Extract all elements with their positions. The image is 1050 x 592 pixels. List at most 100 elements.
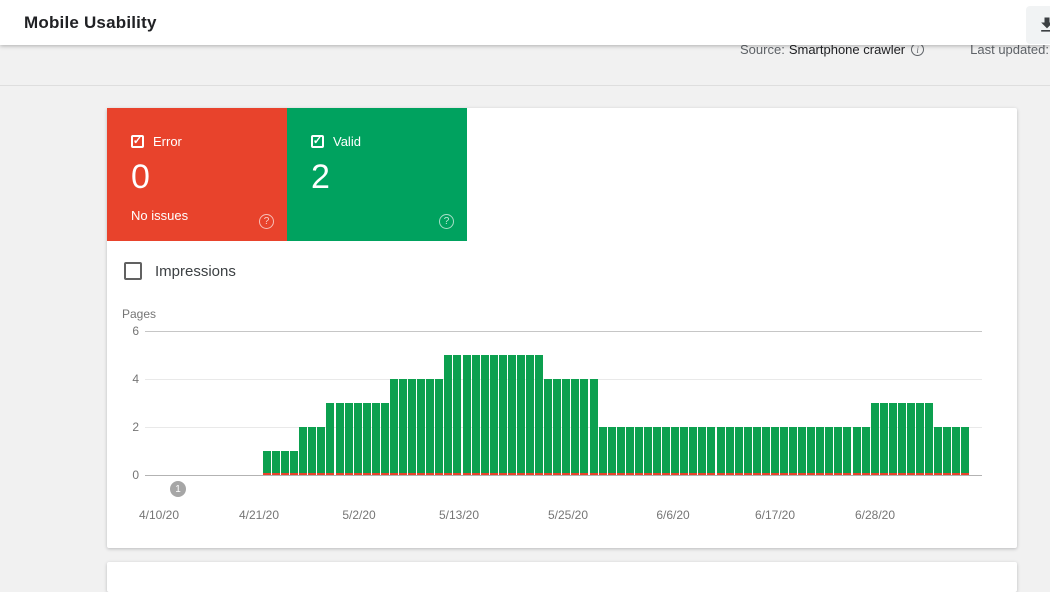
valid-status-card[interactable]: ✓ Valid 2 ? [287,108,467,241]
chart-bar[interactable] [499,355,507,475]
valid-bar-segment [435,379,443,473]
chart-bar[interactable] [426,379,434,475]
chart-bar[interactable] [299,427,307,475]
x-tick-label: 6/28/20 [854,508,896,522]
chart-bar[interactable] [617,427,625,475]
export-button[interactable] [1026,6,1050,44]
valid-bar-segment [635,427,643,473]
chart-bar[interactable] [653,427,661,475]
chart-bar[interactable] [807,427,815,475]
chart-bar[interactable] [662,427,670,475]
valid-bar-segment [263,451,271,473]
chart-bar[interactable] [771,427,779,475]
chart-bar[interactable] [272,451,280,475]
chart-bar[interactable] [871,403,879,475]
chart-bar[interactable] [508,355,516,475]
valid-bar-segment [499,355,507,473]
chart-bar[interactable] [907,403,915,475]
chart-bar[interactable] [435,379,443,475]
chart-bar[interactable] [644,427,652,475]
chart-bar[interactable] [345,403,353,475]
valid-bar-segment [689,427,697,473]
chart-bar[interactable] [934,427,942,475]
impressions-toggle[interactable]: Impressions [124,262,236,280]
chart-bar[interactable] [590,379,598,475]
chart-bar[interactable] [789,427,797,475]
chart-bar[interactable] [753,427,761,475]
chart-bar[interactable] [925,403,933,475]
chart-bar[interactable] [843,427,851,475]
chart-bar[interactable] [635,427,643,475]
chart-bar[interactable] [780,427,788,475]
chart-bar[interactable] [562,379,570,475]
chart-bar[interactable] [853,427,861,475]
chart-bar[interactable] [680,427,688,475]
chart-bar[interactable] [834,427,842,475]
chart-bar[interactable] [372,403,380,475]
chart-bar[interactable] [707,427,715,475]
chart-bar[interactable] [444,355,452,475]
chart-bar[interactable] [463,355,471,475]
chart-bar[interactable] [381,403,389,475]
chart-bar[interactable] [825,427,833,475]
chart-bar[interactable] [553,379,561,475]
valid-checkbox-icon[interactable]: ✓ [311,135,324,148]
chart-bar[interactable] [698,427,706,475]
chart-bar[interactable] [689,427,697,475]
y-tick-label: 2 [132,420,139,434]
chart-bar[interactable] [417,379,425,475]
error-checkbox-icon[interactable]: ✓ [131,135,144,148]
chart-bar[interactable] [526,355,534,475]
valid-bar-segment [590,379,598,473]
chart-bar[interactable] [336,403,344,475]
chart-bar[interactable] [889,403,897,475]
error-status-card[interactable]: ✓ Error 0 No issues ? [107,108,287,241]
chart-bar[interactable] [816,427,824,475]
chart-bar[interactable] [308,427,316,475]
chart-bar[interactable] [798,427,806,475]
chart-bar[interactable] [580,379,588,475]
chart-bar[interactable] [326,403,334,475]
chart-bar[interactable] [281,451,289,475]
chart-bar[interactable] [735,427,743,475]
chart-bar[interactable] [726,427,734,475]
chart-bar[interactable] [317,427,325,475]
chart-bar[interactable] [354,403,362,475]
error-bar-segment [490,473,498,475]
chart-bar[interactable] [453,355,461,475]
chart-bar[interactable] [481,355,489,475]
chart-bar[interactable] [263,451,271,475]
chart-bar[interactable] [490,355,498,475]
chart-bar[interactable] [626,427,634,475]
chart-bar[interactable] [571,379,579,475]
help-icon[interactable]: ? [259,214,274,229]
page-title: Mobile Usability [24,12,157,32]
annotation-marker[interactable]: 1 [170,481,186,497]
chart-bar[interactable] [608,427,616,475]
chart-bar[interactable] [535,355,543,475]
chart-bar[interactable] [762,427,770,475]
chart-bar[interactable] [408,379,416,475]
chart-bar[interactable] [472,355,480,475]
chart-bar[interactable] [390,379,398,475]
chart-bar[interactable] [961,427,969,475]
chart-bar[interactable] [671,427,679,475]
chart-bar[interactable] [880,403,888,475]
chart-bar[interactable] [898,403,906,475]
help-icon[interactable]: ? [439,214,454,229]
impressions-checkbox[interactable] [124,262,142,280]
chart-bar[interactable] [862,427,870,475]
chart-bar[interactable] [943,427,951,475]
chart-bar[interactable] [363,403,371,475]
chart-bar[interactable] [517,355,525,475]
chart-bar[interactable] [717,427,725,475]
chart-bar[interactable] [599,427,607,475]
chart-bar[interactable] [544,379,552,475]
chart-bar[interactable] [290,451,298,475]
error-count: 0 [131,158,150,196]
chart-bar[interactable] [952,427,960,475]
chart-bar[interactable] [916,403,924,475]
chart-bar[interactable] [399,379,407,475]
chart-bar[interactable] [744,427,752,475]
source-meta-row: Source: Smartphone crawler i Last update… [740,42,1049,57]
